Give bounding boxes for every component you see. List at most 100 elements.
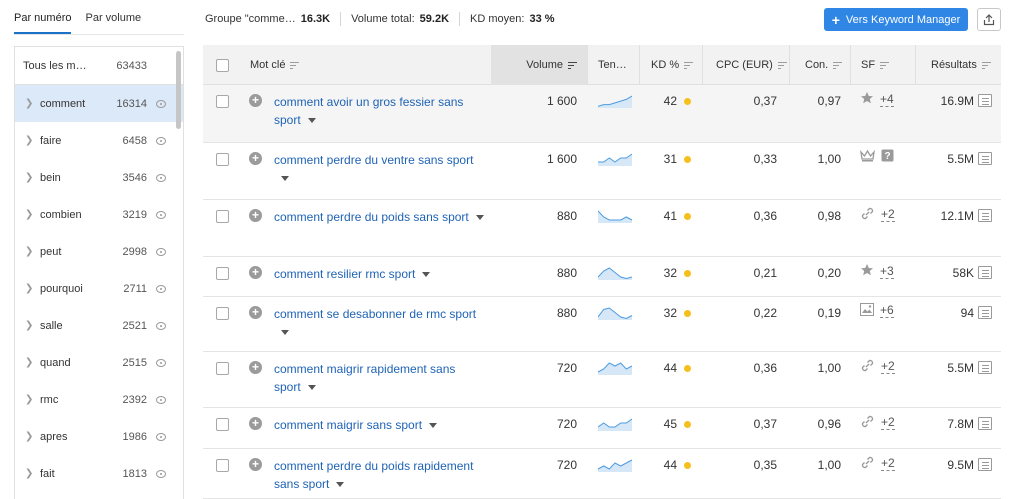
group-item[interactable]: ❯ rmc 2392 [15,381,183,418]
serp-view-icon[interactable] [978,361,992,374]
competition-cell: 0,98 [817,209,841,223]
keyword-link[interactable]: comment avoir un gros fessier sans sport [274,95,464,127]
row-checkbox[interactable] [216,153,229,166]
group-item-all[interactable]: Tous les m… 63433 [15,47,183,85]
kd-cell: 32 [663,306,677,320]
eye-icon[interactable] [156,358,166,367]
header-competition[interactable]: Con. [805,45,843,85]
eye-icon[interactable] [156,469,166,478]
add-keyword-icon[interactable]: + [249,417,262,430]
caret-down-icon[interactable] [281,176,289,182]
row-checkbox[interactable] [216,418,229,431]
serp-features-more[interactable]: +2 [881,415,895,430]
caret-down-icon[interactable] [307,385,316,391]
serp-features-more[interactable]: +4 [880,91,894,107]
eye-icon[interactable] [156,247,166,256]
group-item[interactable]: ❯ quand 2515 [15,344,183,381]
eye-icon[interactable] [156,395,166,404]
header-results[interactable]: Résultats [931,45,991,85]
eye-icon[interactable] [156,432,166,441]
add-keyword-icon[interactable]: + [249,209,262,222]
caret-down-icon[interactable] [475,215,484,221]
serp-view-icon[interactable] [978,458,992,471]
group-stat-value: 16.3K [300,13,331,25]
group-item[interactable]: ❯ fait 1813 [15,455,183,492]
serp-view-icon[interactable] [978,209,992,222]
serp-view-icon[interactable] [978,94,992,107]
header-volume[interactable]: Volume [491,45,587,85]
group-count: 2998 [122,245,147,258]
caret-down-icon[interactable] [336,482,345,488]
serp-view-icon[interactable] [978,306,992,319]
group-label: rmc [40,393,59,406]
keyword-link[interactable]: comment se desabonner de rmc sport [274,307,477,321]
serp-features-more[interactable]: +3 [880,263,894,279]
serp-features-more[interactable]: +2 [881,456,895,471]
caret-down-icon[interactable] [429,423,438,429]
header-serp-features[interactable]: SF [861,45,890,85]
keyword-manager-button[interactable]: + Vers Keyword Manager [824,8,968,31]
group-item[interactable]: ❯ peut 2998 [15,233,183,270]
kd-difficulty-dot [684,365,691,372]
keyword-link[interactable]: comment perdre du ventre sans sport [274,153,474,167]
caret-down-icon[interactable] [422,272,431,278]
row-checkbox[interactable] [216,459,229,472]
serp-view-icon[interactable] [978,152,992,165]
group-item[interactable]: ❯ faire 6458 [15,122,183,159]
row-checkbox[interactable] [216,267,229,280]
group-item[interactable]: ❯ apres 1986 [15,418,183,455]
header-kd[interactable]: KD % [651,45,694,85]
group-label: faire [40,134,62,147]
group-item[interactable]: ❯ comment 16314 [15,85,183,122]
row-checkbox[interactable] [216,210,229,223]
add-keyword-icon[interactable]: + [249,306,262,319]
group-item[interactable]: ❯ combien 3219 [15,196,183,233]
keyword-manager-label: Vers Keyword Manager [845,13,961,26]
eye-icon[interactable] [156,321,166,330]
caret-down-icon[interactable] [281,330,289,336]
row-checkbox[interactable] [216,95,229,108]
row-checkbox[interactable] [216,307,229,320]
add-keyword-icon[interactable]: + [249,361,262,374]
header-trend[interactable]: Ten… [598,45,627,85]
chevron-right-icon: ❯ [25,357,34,368]
add-keyword-icon[interactable]: + [249,458,262,471]
add-keyword-icon[interactable]: + [249,152,262,165]
trend-sparkline [597,361,633,378]
keyword-link[interactable]: comment resilier rmc sport [274,267,416,281]
group-item[interactable]: ❯ salle 2521 [15,307,183,344]
select-all-checkbox[interactable] [216,58,229,72]
keyword-link[interactable]: comment perdre du poids sans sport [274,210,469,224]
eye-icon[interactable] [156,136,166,145]
serp-view-icon[interactable] [978,266,992,279]
volume-cell: 880 [556,266,577,280]
eye-icon[interactable] [156,173,166,182]
tab-sort-by-number[interactable]: Par numéro [14,12,72,34]
tab-sort-by-volume[interactable]: Par volume [85,12,142,24]
eye-icon[interactable] [156,284,166,293]
eye-icon[interactable] [156,210,166,219]
serp-view-icon[interactable] [978,417,992,430]
serp-features-more[interactable]: +6 [880,303,894,318]
add-keyword-icon[interactable]: + [249,94,262,107]
trend-sparkline [597,306,633,323]
keyword-link[interactable]: comment maigrir rapidement sans sport [274,362,456,394]
group-item[interactable]: ❯ bein 3546 [15,159,183,196]
caret-down-icon[interactable] [307,118,316,124]
keyword-link[interactable]: comment maigrir sans sport [274,418,423,432]
serp-features-more[interactable]: +2 [881,359,895,374]
serp-features-more[interactable]: +2 [881,207,895,222]
export-button[interactable] [977,8,1001,31]
link-icon [860,206,875,224]
serp-features-cell: +6 [860,303,894,319]
eye-icon[interactable] [156,99,166,108]
keyword-link[interactable]: comment perdre du poids rapidement sans … [274,459,474,491]
groups-scrollbar[interactable] [176,51,181,129]
row-checkbox[interactable] [216,362,229,375]
add-keyword-icon[interactable]: + [249,266,262,279]
header-keyword[interactable]: Mot clé [250,45,300,85]
sort-icon [981,61,991,69]
group-item[interactable]: ❯ pourquoi 2711 [15,270,183,307]
serp-features-cell: +4 [860,91,894,108]
header-cpc[interactable]: CPC (EUR) [716,45,787,85]
